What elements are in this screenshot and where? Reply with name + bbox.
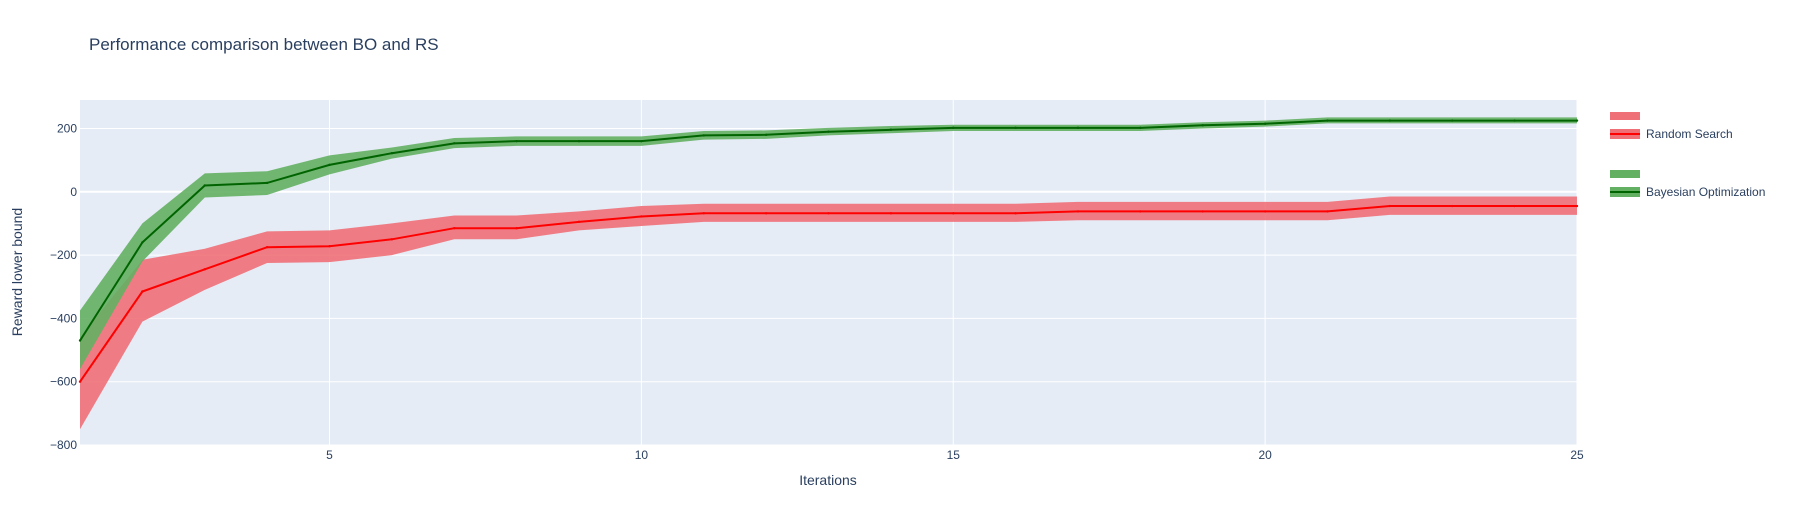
point-series-0 (1014, 212, 1017, 215)
point-series-1 (827, 130, 830, 133)
point-series-0 (1139, 210, 1142, 213)
y-tick-label: −200 (50, 248, 77, 262)
point-series-1 (203, 184, 206, 187)
point-series-0 (328, 245, 331, 248)
legend-label: Bayesian Optimization (1646, 185, 1765, 199)
point-series-1 (702, 134, 705, 137)
point-series-1 (889, 128, 893, 131)
point-series-1 (952, 126, 955, 130)
point-series-1 (1513, 119, 1516, 122)
point-series-1 (1575, 119, 1579, 122)
point-series-1 (1263, 122, 1267, 125)
legend-item-1[interactable]: Bayesian Optimization (1610, 170, 1765, 199)
legend-label: Random Search (1646, 127, 1733, 141)
point-series-1 (78, 339, 82, 342)
point-series-0 (1575, 204, 1579, 208)
point-series-1 (1014, 126, 1017, 130)
mean-lines (78, 119, 1579, 383)
x-tick-label: 10 (635, 448, 649, 462)
point-series-1 (265, 181, 269, 185)
y-tick-label: −600 (50, 375, 77, 389)
y-tick-label: 200 (57, 121, 77, 135)
legend-band-swatch (1610, 170, 1640, 178)
point-series-0 (515, 226, 518, 230)
plot-area (80, 100, 1577, 445)
point-series-1 (1451, 119, 1454, 122)
point-series-0 (764, 212, 768, 215)
point-series-1 (1388, 119, 1392, 122)
point-series-0 (1326, 210, 1329, 213)
point-series-0 (640, 215, 643, 218)
x-axis-ticks: 5 10 15 20 25 (326, 448, 1584, 462)
point-series-1 (1326, 119, 1329, 122)
point-series-0 (952, 212, 955, 215)
point-series-0 (827, 212, 830, 215)
point-series-1 (1201, 124, 1204, 127)
x-tick-label: 20 (1258, 448, 1272, 462)
point-series-1 (1139, 126, 1142, 130)
x-axis-title: Iterations (799, 472, 857, 488)
legend-band-swatch (1610, 112, 1640, 120)
point-series-0 (577, 220, 581, 224)
point-series-0 (1201, 210, 1204, 213)
y-tick-label: −800 (50, 438, 77, 452)
point-series-0 (265, 245, 269, 249)
point-series-0 (1076, 210, 1080, 213)
y-tick-label: 0 (70, 185, 77, 199)
point-series-0 (78, 380, 82, 383)
point-series-1 (764, 133, 768, 137)
point-series-1 (390, 151, 394, 155)
x-tick-label: 5 (326, 448, 333, 462)
legend[interactable]: Random Search Bayesian Optimization (1610, 112, 1765, 199)
x-tick-label: 15 (947, 448, 961, 462)
point-series-0 (141, 290, 144, 293)
legend-item-0[interactable]: Random Search (1610, 112, 1733, 141)
point-series-1 (640, 139, 643, 143)
point-series-1 (577, 139, 581, 143)
point-series-0 (203, 268, 206, 271)
x-tick-label: 25 (1570, 448, 1584, 462)
y-axis-title: Reward lower bound (9, 208, 25, 336)
point-series-1 (328, 163, 331, 167)
chart-title: Performance comparison between BO and RS (89, 35, 439, 54)
point-series-0 (1388, 204, 1392, 208)
point-series-0 (1451, 204, 1454, 208)
point-series-1 (515, 139, 518, 143)
point-series-1 (141, 241, 144, 244)
point-series-0 (889, 212, 893, 215)
point-series-1 (1076, 126, 1080, 130)
point-series-0 (390, 238, 394, 241)
y-tick-label: −400 (50, 311, 77, 325)
point-series-0 (702, 212, 705, 215)
point-series-0 (453, 226, 456, 230)
point-series-0 (1263, 210, 1267, 213)
y-axis-ticks: 200 0 −200 −400 −600 −800 (50, 121, 77, 452)
point-series-1 (453, 142, 456, 145)
point-series-0 (1513, 204, 1516, 208)
